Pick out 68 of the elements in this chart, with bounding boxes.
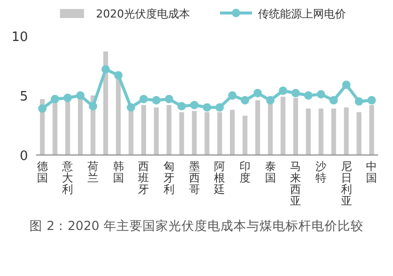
- bar: [166, 105, 172, 155]
- text: 图 2：2020 年主要国家光伏度电成本与煤电标杆电价比较: [30, 218, 364, 233]
- bar: [154, 107, 159, 155]
- x-tick-label: 尼日利亚: [340, 160, 352, 208]
- point: [202, 103, 212, 112]
- y-tick-label: 10: [11, 30, 28, 45]
- bar: [65, 100, 70, 155]
- point: [253, 88, 262, 98]
- bar: [141, 105, 146, 155]
- x-tick-label: 马来西亚: [290, 160, 302, 208]
- bar: [306, 108, 311, 155]
- x-tick-label: 韩国: [112, 160, 124, 184]
- bar: [204, 112, 210, 155]
- y-tick-label: 5: [20, 90, 28, 104]
- x-tick-label: 荷兰: [88, 160, 98, 184]
- point: [304, 91, 313, 100]
- bar: [192, 110, 197, 155]
- bar: [369, 105, 374, 155]
- point: [316, 90, 326, 99]
- point: [266, 96, 275, 104]
- point: [354, 97, 364, 106]
- point: [278, 86, 288, 95]
- point: [76, 91, 85, 100]
- bar: [230, 110, 235, 155]
- legend-label: 2020光伏度电成本: [96, 8, 190, 20]
- point: [177, 102, 186, 110]
- point: [50, 94, 60, 104]
- point: [88, 102, 98, 110]
- point: [152, 96, 161, 104]
- bar: [242, 116, 248, 155]
- point: [101, 65, 110, 74]
- point: [240, 96, 250, 104]
- point: [367, 96, 376, 104]
- x-tick-label: 印度: [240, 160, 250, 184]
- bar: [179, 112, 184, 155]
- bar: [268, 104, 273, 155]
- x-tick-label: 德国: [36, 160, 48, 184]
- bar: [78, 98, 83, 155]
- x-tick-label: 中国: [366, 160, 378, 184]
- bar: [217, 112, 222, 155]
- x-tick-label: 沙特: [316, 160, 326, 184]
- bar: [344, 107, 349, 155]
- x-tick-label: 阿根廷: [213, 160, 226, 196]
- point: [63, 94, 72, 102]
- point: [215, 103, 224, 112]
- point: [114, 71, 123, 80]
- x-tick-label: 泰国: [264, 160, 276, 184]
- bar: [318, 108, 324, 155]
- x-tick-label: 墨西哥: [188, 160, 200, 196]
- x-tick-label: 西班牙: [138, 160, 150, 196]
- x-tick-label: 匈牙利: [164, 160, 174, 196]
- point: [38, 104, 47, 113]
- bar: [280, 96, 286, 155]
- x-tick-label: 意大利: [61, 160, 74, 196]
- y-tick-label: 0: [20, 149, 28, 164]
- point: [126, 103, 136, 112]
- point: [329, 96, 338, 104]
- bar: [293, 98, 298, 155]
- point: [139, 94, 148, 104]
- point: [164, 94, 174, 104]
- point: [342, 80, 351, 89]
- bar: [331, 108, 336, 155]
- bar: [255, 100, 260, 155]
- point: [291, 88, 300, 98]
- point: [228, 91, 237, 100]
- point: [190, 100, 199, 110]
- legend-label: 传统能源上网电价: [258, 8, 346, 20]
- bar: [356, 112, 362, 155]
